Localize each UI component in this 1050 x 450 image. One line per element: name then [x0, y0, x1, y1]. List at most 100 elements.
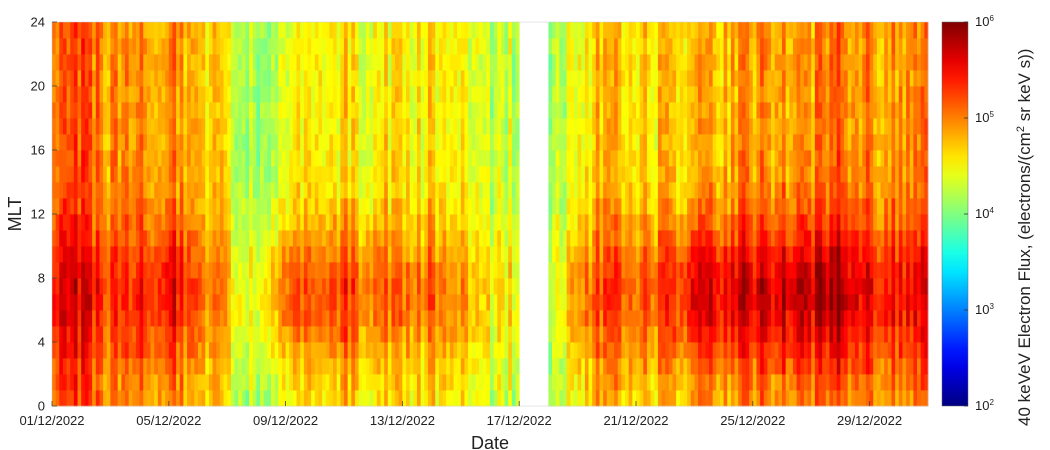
heatmap-cell	[709, 390, 714, 407]
heatmap-cell	[176, 134, 181, 151]
heatmap-cell	[814, 310, 819, 327]
heatmap-cell	[376, 230, 381, 247]
heatmap-cell	[734, 102, 739, 119]
heatmap-cell	[427, 54, 432, 71]
heatmap-cell	[340, 342, 345, 359]
heatmap-cell	[482, 214, 487, 231]
heatmap-cell	[771, 390, 776, 407]
heatmap-cell	[267, 22, 272, 39]
heatmap-cell	[329, 390, 334, 407]
heatmap-cell	[719, 118, 724, 135]
heatmap-cell	[365, 342, 370, 359]
heatmap-cell	[413, 134, 418, 151]
heatmap-cell	[829, 118, 834, 135]
heatmap-cell	[508, 118, 513, 135]
heatmap-cell	[822, 22, 827, 39]
heatmap-cell	[738, 246, 743, 263]
heatmap-cell	[610, 118, 615, 135]
heatmap-cell	[599, 278, 604, 295]
heatmap-cell	[409, 278, 414, 295]
heatmap-cell	[818, 374, 823, 391]
heatmap-cell	[756, 230, 761, 247]
heatmap-cell	[190, 326, 195, 343]
heatmap-cell	[380, 22, 385, 39]
heatmap-cell	[701, 358, 706, 375]
heatmap-cell	[406, 38, 411, 55]
heatmap-cell	[398, 134, 403, 151]
heatmap-cell	[716, 166, 721, 183]
heatmap-cell	[234, 294, 239, 311]
heatmap-cell	[168, 390, 173, 407]
heatmap-cell	[249, 294, 254, 311]
heatmap-cell	[296, 198, 301, 215]
heatmap-cell	[121, 22, 126, 39]
heatmap-cell	[800, 150, 805, 167]
heatmap-cell	[555, 70, 560, 87]
heatmap-cell	[741, 262, 746, 279]
heatmap-cell	[260, 182, 265, 199]
heatmap-cell	[694, 150, 699, 167]
heatmap-cell	[347, 358, 352, 375]
heatmap-cell	[687, 262, 692, 279]
heatmap-cell	[592, 54, 597, 71]
heatmap-cell	[646, 182, 651, 199]
heatmap-cell	[241, 22, 246, 39]
heatmap-cell	[745, 390, 750, 407]
heatmap-cell	[789, 374, 794, 391]
heatmap-cell	[763, 198, 768, 215]
heatmap-cell	[840, 342, 845, 359]
heatmap-cell	[719, 22, 724, 39]
heatmap-cell	[205, 54, 210, 71]
heatmap-cell	[216, 182, 221, 199]
heatmap-cell	[70, 278, 75, 295]
heatmap-cell	[143, 22, 148, 39]
heatmap-cell	[161, 342, 166, 359]
heatmap-cell	[398, 166, 403, 183]
heatmap-cell	[782, 358, 787, 375]
heatmap-cell	[778, 166, 783, 183]
heatmap-cell	[190, 182, 195, 199]
heatmap-cell	[77, 182, 82, 199]
heatmap-cell	[486, 310, 491, 327]
heatmap-cell	[508, 86, 513, 103]
heatmap-cell	[490, 182, 495, 199]
heatmap-cell	[705, 278, 710, 295]
heatmap-cell	[369, 182, 374, 199]
heatmap-cell	[482, 166, 487, 183]
heatmap-cell	[745, 358, 750, 375]
heatmap-cell	[344, 38, 349, 55]
heatmap-cell	[117, 294, 122, 311]
heatmap-cell	[621, 262, 626, 279]
heatmap-cell	[417, 150, 422, 167]
heatmap-cell	[730, 342, 735, 359]
heatmap-cell	[814, 54, 819, 71]
heatmap-cell	[690, 102, 695, 119]
heatmap-cell	[552, 22, 557, 39]
heatmap-cell	[621, 326, 626, 343]
heatmap-cell	[457, 230, 462, 247]
heatmap-cell	[333, 38, 338, 55]
heatmap-cell	[730, 230, 735, 247]
heatmap-cell	[402, 246, 407, 263]
heatmap-cell	[588, 294, 593, 311]
heatmap-cell	[88, 102, 93, 119]
heatmap-cell	[690, 294, 695, 311]
heatmap-cell	[581, 358, 586, 375]
heatmap-cell	[698, 166, 703, 183]
heatmap-cell	[676, 70, 681, 87]
heatmap-cell	[234, 22, 239, 39]
heatmap-cell	[727, 22, 732, 39]
heatmap-cell	[77, 246, 82, 263]
heatmap-cell	[417, 166, 422, 183]
heatmap-cell	[135, 182, 140, 199]
heatmap-cell	[340, 134, 345, 151]
heatmap-cell	[508, 70, 513, 87]
heatmap-cell	[260, 102, 265, 119]
heatmap-cell	[716, 342, 721, 359]
heatmap-cell	[252, 198, 257, 215]
heatmap-cell	[66, 166, 71, 183]
heatmap-cell	[103, 134, 108, 151]
heatmap-cell	[110, 214, 115, 231]
heatmap-cell	[201, 166, 206, 183]
heatmap-cell	[99, 294, 104, 311]
